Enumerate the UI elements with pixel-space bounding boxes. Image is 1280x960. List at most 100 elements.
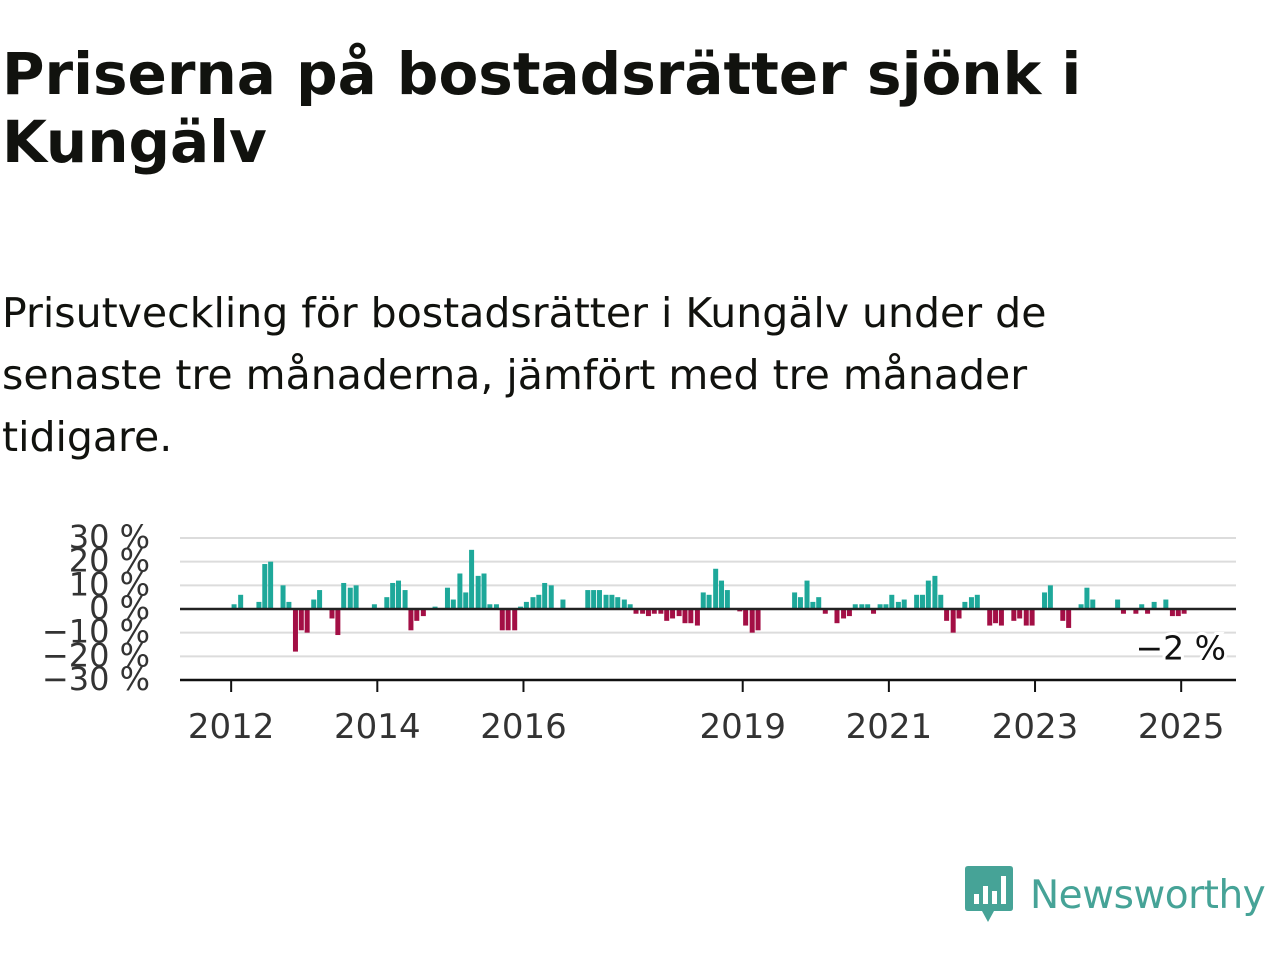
bar: [292, 609, 298, 652]
bar: [804, 580, 810, 609]
y-tick-label: 20 %: [69, 542, 150, 580]
bar: [895, 601, 901, 609]
bar: [341, 582, 347, 609]
bar: [1047, 585, 1053, 609]
bar: [542, 582, 548, 609]
bar: [238, 594, 244, 609]
bar: [919, 594, 925, 609]
bar: [560, 599, 566, 609]
x-tick-label: 2012: [188, 707, 275, 747]
bar: [457, 573, 463, 609]
bar: [585, 590, 591, 609]
bar: [304, 609, 310, 633]
bar: [865, 604, 871, 609]
bar: [280, 585, 286, 609]
bar: [719, 580, 725, 609]
bar: [1181, 609, 1187, 614]
bar: [852, 604, 858, 609]
bar: [932, 575, 938, 609]
bar: [1066, 609, 1072, 628]
bar: [810, 601, 816, 609]
bar: [231, 604, 237, 609]
x-tick-label: 2019: [699, 707, 786, 747]
bar: [846, 609, 852, 617]
bars: [231, 549, 1187, 652]
bar: [420, 609, 426, 617]
bar: [487, 604, 493, 609]
y-tick-label: 10 %: [69, 565, 150, 603]
bar: [1120, 609, 1126, 614]
bar: [335, 609, 341, 636]
bar: [968, 597, 974, 609]
bar: [493, 604, 499, 609]
bar: [640, 609, 646, 614]
y-tick-label: 30 %: [69, 518, 150, 556]
bar: [384, 597, 390, 609]
bar: [841, 609, 847, 619]
bar: [724, 590, 730, 609]
bar: [914, 594, 920, 609]
annotations: −2 %: [1133, 626, 1230, 671]
bar: [987, 609, 993, 626]
x-tick-label: 2025: [1138, 707, 1225, 747]
bar: [676, 609, 682, 617]
axes: [180, 607, 1236, 692]
bar: [713, 568, 719, 609]
y-tick-label: 0 %: [89, 589, 150, 627]
bar: [651, 609, 657, 614]
bar: [1023, 609, 1029, 626]
y-tick-label: −30 %: [42, 660, 150, 698]
bar: [530, 597, 536, 609]
bar: [311, 599, 317, 609]
bar: [499, 609, 505, 631]
bar: [1145, 609, 1151, 614]
bar: [1139, 604, 1145, 609]
bar: [944, 609, 950, 621]
bar: [347, 587, 353, 609]
y-tick-label: −10 %: [42, 613, 150, 651]
chart-subtitle: Prisutveckling för bostadsrätter i Kungä…: [2, 289, 1047, 461]
bar: [1151, 601, 1157, 609]
brand-name: Newsworthy: [1030, 872, 1266, 918]
bar: [834, 609, 840, 624]
bar: [523, 601, 529, 609]
bar: [1029, 609, 1035, 626]
bar: [1115, 599, 1121, 609]
bar: [450, 599, 456, 609]
bar: [371, 604, 377, 609]
bar: [1078, 604, 1084, 609]
bar: [797, 597, 803, 609]
bar: [998, 609, 1004, 626]
bar: [408, 609, 414, 631]
bar: [481, 573, 487, 609]
bar: [925, 580, 931, 609]
bar: [658, 609, 664, 614]
y-tick-label: −20 %: [42, 636, 150, 674]
bar: [609, 594, 615, 609]
brand-logo: Newsworthy: [964, 864, 1266, 926]
bar: [1090, 599, 1096, 609]
bar: [688, 609, 694, 624]
bar: [792, 592, 798, 609]
bar: [475, 575, 481, 609]
bar: [633, 609, 639, 614]
bar: [414, 609, 420, 621]
x-tick-label: 2016: [480, 707, 567, 747]
bar: [670, 609, 676, 619]
newsworthy-logo-icon: [965, 866, 1013, 922]
bar: [877, 604, 883, 609]
bar: [1163, 599, 1169, 609]
bar: [402, 590, 408, 609]
bar: [512, 609, 518, 631]
bar: [615, 597, 621, 609]
bar: [268, 561, 274, 609]
bar: [993, 609, 999, 624]
bar: [1042, 592, 1048, 609]
bar: [469, 549, 475, 609]
bar: [682, 609, 688, 624]
bar: [1011, 609, 1017, 621]
x-tick-label: 2023: [992, 707, 1079, 747]
bar: [548, 585, 554, 609]
bar: [706, 594, 712, 609]
bar: [463, 592, 469, 609]
